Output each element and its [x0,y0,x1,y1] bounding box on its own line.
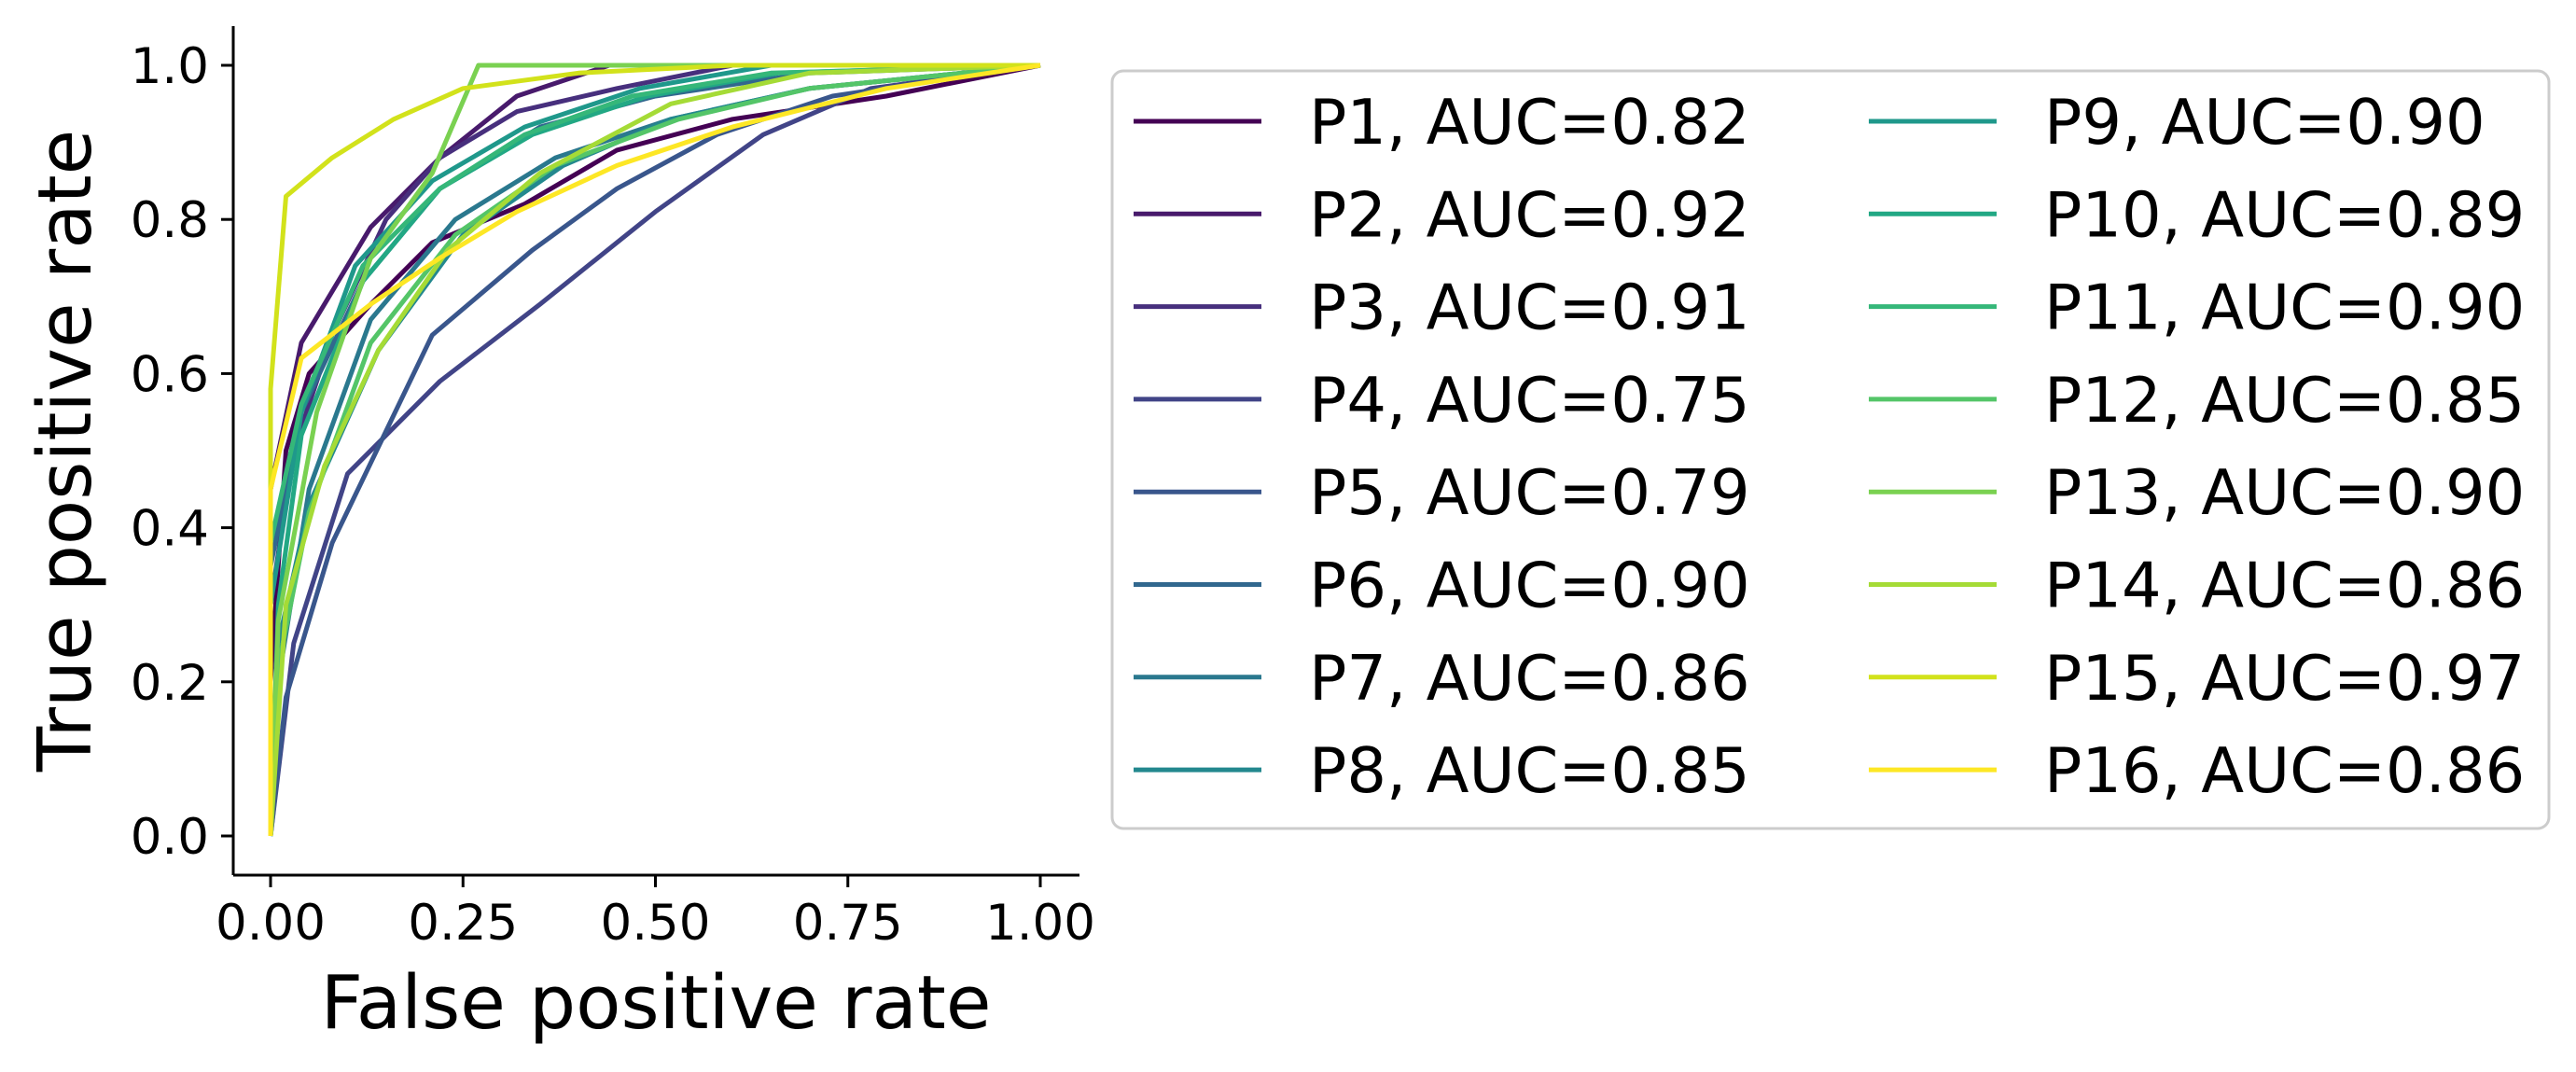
y-tick-label: 1.0 [131,38,209,95]
legend: P1, AUC=0.82 P2, AUC=0.92 P3, AUC=0.91 P4, … [1110,69,2551,830]
legend-label-p14: P14, AUC=0.86 [2044,550,2525,622]
series-line-p5 [268,63,1041,837]
x-tick-label: 0.25 [408,895,518,952]
legend-label-p7: P7, AUC=0.86 [1309,642,1750,715]
legend-label-p16: P16, AUC=0.86 [2044,734,2525,807]
series-line-p11 [268,63,1041,836]
y-axis-title: True positive rate [22,130,108,773]
y-tick-label: 0.8 [131,192,209,249]
legend-label-p10: P10, AUC=0.89 [2044,178,2525,251]
legend-label-p4: P4, AUC=0.75 [1309,364,1750,437]
legend-items: P1, AUC=0.82 P2, AUC=0.92 P3, AUC=0.91 P4, … [1134,86,2525,807]
series-line-p15 [268,63,1040,836]
x-tick-label: 0.75 [793,895,903,952]
series-lines [268,63,1041,837]
series-line-p16 [268,63,1041,836]
x-tick-label: 1.00 [985,895,1095,952]
series-line-p2 [268,63,1040,836]
legend-frame [1110,69,2551,830]
y-ticks: 0.0 0.2 0.4 0.6 0.8 1.0 [131,38,233,866]
legend-label-p5: P5, AUC=0.79 [1309,456,1750,529]
series-line-p13 [268,63,1040,837]
legend-label-p13: P13, AUC=0.90 [2044,456,2525,529]
x-tick-label: 0.00 [216,895,326,952]
series-line-p10 [268,63,1041,837]
y-tick-label: 0.6 [131,346,209,403]
legend-label-p11: P11, AUC=0.90 [2044,271,2525,344]
series-line-p6 [268,63,1041,836]
x-axis-title: False positive rate [321,960,992,1046]
legend-label-p9: P9, AUC=0.90 [2044,86,2485,159]
series-line-p4 [268,63,1041,837]
series-line-p9 [268,63,1040,836]
legend-label-p15: P15, AUC=0.97 [2044,642,2525,715]
legend-label-p6: P6, AUC=0.90 [1309,550,1750,622]
legend-label-p8: P8, AUC=0.85 [1309,734,1750,807]
series-line-p3 [268,63,1040,836]
x-ticks: 0.00 0.25 0.50 0.75 1.00 [216,875,1095,952]
legend-label-p3: P3, AUC=0.91 [1309,271,1750,344]
legend-label-p12: P12, AUC=0.85 [2044,364,2525,437]
y-tick-label: 0.2 [131,655,209,712]
legend-label-p2: P2, AUC=0.92 [1309,178,1750,251]
y-tick-label: 0.4 [131,501,209,558]
series-line-p8 [268,63,1041,837]
series-line-p14 [268,63,1041,837]
series-line-p7 [268,63,1041,837]
x-tick-label: 0.50 [600,895,710,952]
legend-label-p1: P1, AUC=0.82 [1309,86,1750,159]
series-line-p12 [268,63,1041,837]
y-tick-label: 0.0 [131,809,209,866]
series-line-p1 [268,63,1041,836]
